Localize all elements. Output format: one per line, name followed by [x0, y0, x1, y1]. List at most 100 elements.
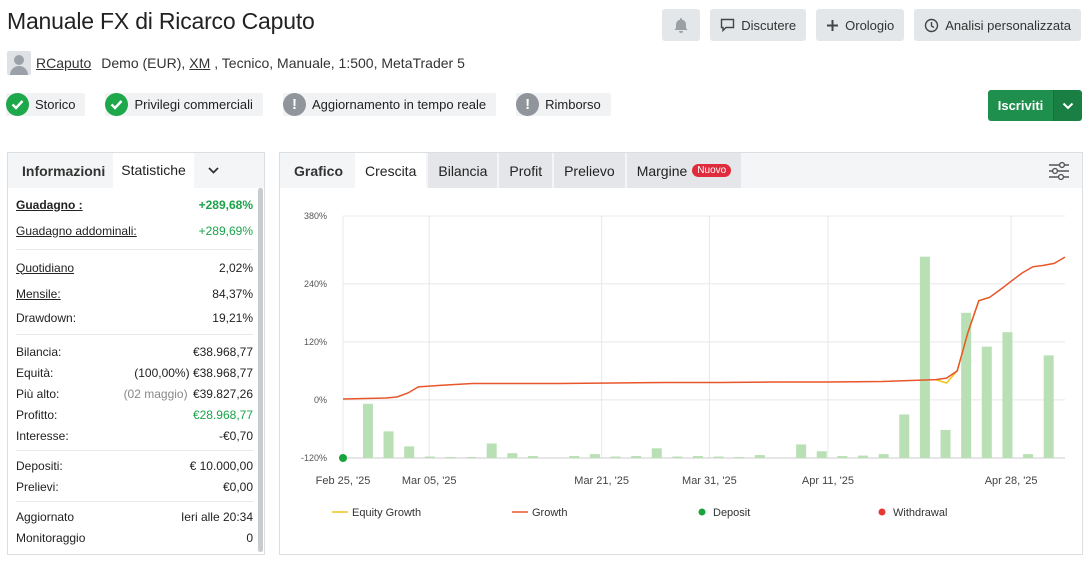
badge-label: Aggiornamento in tempo reale — [311, 97, 487, 112]
verification-badges: Storico Privilegi commerciali ! Aggiorna… — [6, 93, 611, 116]
withdrawals-value: €0,00 — [222, 479, 253, 494]
stat-interest: Interesse: -€0,70 — [16, 425, 258, 446]
tab-more[interactable] — [194, 153, 234, 188]
watch-button[interactable]: Orologio — [816, 9, 905, 41]
subscribe-dropdown[interactable] — [1053, 90, 1082, 121]
account-type: Demo (EUR), — [101, 55, 186, 71]
highest-label: Più alto: — [16, 386, 60, 401]
user-link[interactable]: RCaputo — [36, 55, 92, 71]
bar — [796, 444, 807, 458]
bar — [507, 453, 518, 458]
tab-statistics[interactable]: Statistiche — [113, 153, 194, 188]
interest-value: -€0,70 — [218, 428, 253, 443]
stats-panel: Informazioni Statistiche Guadagno : +289,… — [7, 152, 265, 555]
stat-equity: Equità: (100,00%) €38.968,77 — [16, 362, 258, 383]
growth-chart[interactable]: 380% 240% 120% 0% -120% Feb 25, '25 Mar 05, '2… — [280, 188, 1082, 554]
stat-daily: Quotidiano 2,02% — [16, 257, 258, 278]
badge-refund[interactable]: ! Rimborso — [516, 93, 611, 116]
page-title: Manuale FX di Ricarco Caputo — [7, 8, 315, 34]
divider — [16, 450, 253, 451]
legend-growth: Growth — [532, 507, 567, 519]
legend-withdrawal: Withdrawal — [893, 507, 947, 519]
equity-label: Equità: — [16, 365, 54, 380]
stat-abs-gain: Guadagno addominali: +289,69% — [16, 220, 258, 241]
top-actions: Discutere Orologio Analisi personalizzat… — [662, 9, 1081, 41]
chat-icon — [721, 18, 735, 32]
drawdown-label: Drawdown: — [16, 310, 77, 325]
bar — [940, 429, 951, 458]
tab-margin[interactable]: Margine Nuovo — [626, 153, 742, 188]
chevron-down-icon — [208, 167, 219, 174]
highest-date: (02 maggio) — [123, 386, 188, 401]
monthly-label[interactable]: Mensile: — [16, 286, 61, 301]
tab-balance[interactable]: Bilancia — [428, 153, 498, 188]
drawdown-value: 19,21% — [212, 310, 253, 325]
avatar[interactable] — [7, 51, 31, 75]
tab-chart[interactable]: Grafico — [294, 162, 344, 179]
watch-label: Orologio — [845, 17, 895, 33]
tab-withdrawal[interactable]: Prelievo — [554, 153, 625, 188]
exclamation-icon: ! — [516, 93, 540, 116]
profit-label: Profitto: — [16, 407, 58, 422]
chart-panel: Grafico Crescita Bilancia Profit Preliev… — [279, 152, 1083, 555]
monthly-value: 84,37% — [212, 286, 253, 301]
legend-deposit-swatch — [698, 508, 706, 516]
daily-label[interactable]: Quotidiano — [16, 260, 75, 275]
stat-highest: Più alto: (02 maggio) €39.827,26 — [16, 383, 258, 404]
tab-growth[interactable]: Crescita — [355, 153, 427, 188]
y-tick-label: -120% — [301, 453, 327, 463]
bar — [858, 455, 869, 458]
account-details: , Tecnico, Manuale, 1:500, MetaTrader 5 — [214, 55, 465, 71]
growth-line — [342, 256, 1066, 400]
updated-value: Ieri alle 20:34 — [180, 509, 253, 524]
chevron-down-icon — [1062, 102, 1074, 109]
equity-value: €38.968,77 — [192, 365, 253, 380]
filter-settings-icon[interactable] — [1048, 161, 1070, 181]
badge-history[interactable]: Storico — [6, 93, 86, 116]
x-tick-label: Mar 31, '25 — [682, 475, 737, 487]
bar — [961, 312, 972, 458]
tab-info[interactable]: Informazioni — [22, 162, 106, 179]
badge-trading-privileges[interactable]: Privilegi commerciali — [105, 93, 263, 116]
stats-scrollbar[interactable] — [258, 188, 263, 552]
bar — [527, 456, 538, 458]
bar — [486, 443, 497, 458]
stat-tracking: Monitoraggio 0 — [16, 527, 258, 548]
bar — [734, 457, 745, 459]
tab-profit[interactable]: Profit — [499, 153, 553, 188]
balance-label: Bilancia: — [16, 344, 62, 359]
bar — [692, 456, 703, 458]
gain-label[interactable]: Guadagno : — [16, 197, 83, 212]
abs-gain-label[interactable]: Guadagno addominali: — [16, 223, 137, 238]
interest-label: Interesse: — [16, 428, 69, 443]
check-icon — [6, 93, 29, 116]
account-info: RCaputo Demo (EUR), XM , Tecnico, Manual… — [7, 51, 465, 75]
bar — [754, 455, 765, 458]
bar — [899, 414, 910, 458]
bar — [610, 456, 621, 458]
bar — [919, 256, 930, 458]
bar — [569, 456, 580, 458]
clock-icon — [925, 18, 939, 32]
stat-withdrawals: Prelievi: €0,00 — [16, 476, 258, 497]
broker-link[interactable]: XM — [189, 55, 211, 71]
stat-profit: Profitto: €28.968,77 — [16, 404, 258, 425]
equity-value-group: (100,00%) €38.968,77 — [134, 366, 253, 380]
subscribe-button-group: Iscriviti — [988, 90, 1082, 121]
subscribe-button[interactable]: Iscriviti — [988, 90, 1053, 121]
scrollbar-thumb[interactable] — [258, 188, 263, 552]
deposits-label: Depositi: — [16, 458, 63, 473]
balance-value: €38.968,77 — [192, 344, 253, 359]
bar — [404, 446, 415, 458]
y-tick-label: 120% — [304, 337, 327, 347]
profit-value: €28.968,77 — [192, 407, 253, 422]
x-tick-label: Mar 21, '25 — [574, 475, 629, 487]
discuss-button[interactable]: Discutere — [710, 9, 807, 41]
x-tick-label: Apr 11, '25 — [802, 475, 854, 487]
stat-drawdown: Drawdown: 19,21% — [16, 307, 258, 328]
bar — [816, 451, 827, 458]
badge-realtime-update[interactable]: ! Aggiornamento in tempo reale — [282, 93, 497, 116]
x-tick-label: Apr 28, '25 — [985, 475, 1038, 487]
analysis-button[interactable]: Analisi personalizzata — [914, 9, 1081, 41]
notify-button[interactable] — [662, 9, 701, 41]
